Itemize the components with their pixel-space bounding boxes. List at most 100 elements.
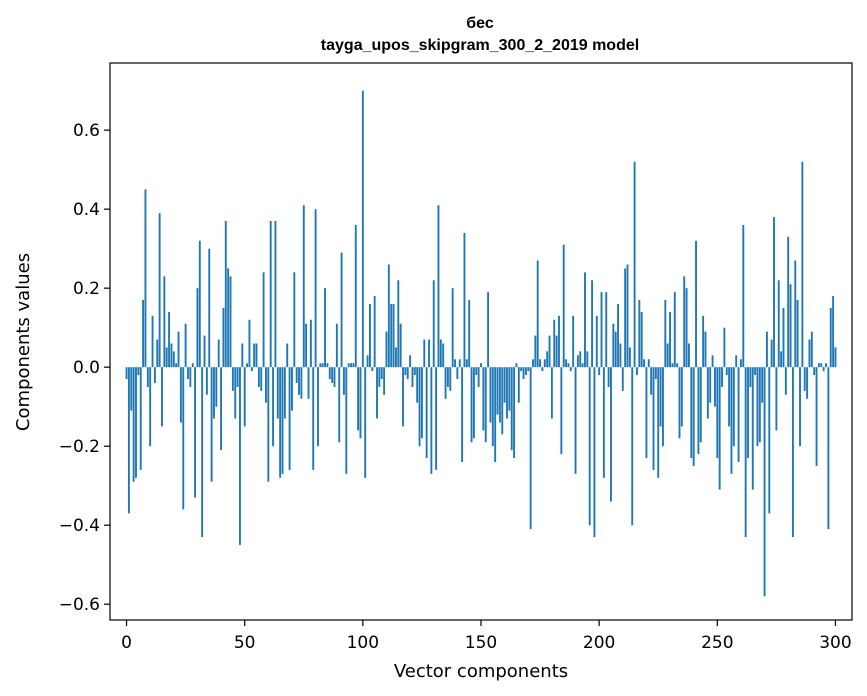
bar-135 <box>444 367 447 399</box>
bar-297 <box>827 367 830 530</box>
bar-189 <box>572 315 575 368</box>
bar-220 <box>645 367 648 459</box>
bar-1 <box>127 367 130 514</box>
bar-158 <box>498 367 501 423</box>
bar-37 <box>213 367 215 419</box>
bar-78 <box>309 319 312 368</box>
bar-6 <box>139 367 142 470</box>
y-tick-label: 0.2 <box>73 279 100 299</box>
bar-295 <box>822 367 825 372</box>
bar-7 <box>142 300 145 368</box>
bar-10 <box>149 367 152 447</box>
bar-160 <box>503 367 506 403</box>
bar-12 <box>153 367 156 383</box>
bar-65 <box>279 367 282 478</box>
bar-93 <box>345 367 348 474</box>
bar-27 <box>189 367 192 387</box>
bar-246 <box>706 367 709 419</box>
bar-149 <box>477 367 480 387</box>
bar-174 <box>536 260 539 368</box>
bar-60 <box>267 367 270 482</box>
bar-180 <box>550 367 553 419</box>
bar-83 <box>321 363 324 368</box>
bar-156 <box>494 367 497 462</box>
bar-172 <box>532 359 534 368</box>
bar-193 <box>581 363 584 368</box>
bar-260 <box>739 359 742 368</box>
bar-73 <box>298 367 300 395</box>
bar-253 <box>723 327 726 368</box>
bar-232 <box>673 292 676 368</box>
bar-218 <box>640 311 643 368</box>
bar-283 <box>794 260 797 368</box>
bar-275 <box>775 367 778 431</box>
bar-55 <box>255 343 258 368</box>
bar-159 <box>501 367 504 435</box>
bar-139 <box>454 359 456 368</box>
bar-133 <box>439 339 442 368</box>
bar-199 <box>595 315 598 368</box>
bar-4 <box>135 367 137 478</box>
bar-205 <box>610 367 612 502</box>
bar-112 <box>390 303 393 368</box>
bar-87 <box>331 367 334 383</box>
bar-298 <box>829 307 832 368</box>
bar-75 <box>302 205 305 368</box>
bar-206 <box>612 323 615 368</box>
bar-26 <box>187 367 189 380</box>
bar-208 <box>617 303 619 368</box>
bar-105 <box>373 296 376 368</box>
bar-131 <box>435 367 438 470</box>
bar-240 <box>692 367 695 466</box>
bar-247 <box>709 367 712 403</box>
bar-128 <box>428 339 430 368</box>
bar-191 <box>576 355 579 368</box>
bar-166 <box>517 367 520 403</box>
bar-3 <box>132 367 135 482</box>
bar-175 <box>539 359 542 368</box>
bar-54 <box>253 343 256 368</box>
bar-81 <box>317 367 319 447</box>
bar-163 <box>510 367 513 451</box>
bar-8 <box>144 189 147 368</box>
bar-183 <box>558 315 560 368</box>
bar-31 <box>198 240 201 368</box>
bar-57 <box>260 367 263 391</box>
bar-161 <box>506 367 508 419</box>
bar-89 <box>335 323 338 368</box>
bar-217 <box>638 300 641 368</box>
bar-300 <box>834 347 837 368</box>
bar-153 <box>487 292 490 368</box>
bar-21 <box>175 363 178 368</box>
bar-80 <box>314 209 317 368</box>
bar-13 <box>156 339 159 368</box>
bar-176 <box>541 367 544 372</box>
x-axis-ticks: 0 50 100 150 200 250 300 <box>121 620 852 653</box>
bar-102 <box>366 355 369 368</box>
bar-289 <box>808 339 811 368</box>
bar-188 <box>569 367 572 372</box>
bar-269 <box>761 367 764 403</box>
bar-74 <box>300 367 303 399</box>
bar-118 <box>404 367 407 376</box>
bar-34 <box>205 367 208 395</box>
bar-293 <box>817 363 820 368</box>
bar-215 <box>633 161 636 368</box>
bar-48 <box>239 367 241 545</box>
bar-229 <box>666 343 669 368</box>
bar-273 <box>770 339 773 368</box>
bar-287 <box>803 367 806 391</box>
bar-155 <box>491 367 494 447</box>
bar-249 <box>714 367 716 407</box>
x-tick-label: 250 <box>701 633 733 653</box>
bar-268 <box>758 367 761 443</box>
y-tick-label: −0.2 <box>59 437 100 457</box>
bar-141 <box>458 359 461 368</box>
bar-196 <box>588 367 591 526</box>
x-tick-label: 300 <box>819 633 851 653</box>
bar-25 <box>184 323 187 368</box>
bar-113 <box>392 303 395 368</box>
bar-143 <box>463 232 466 368</box>
bar-265 <box>751 367 754 490</box>
